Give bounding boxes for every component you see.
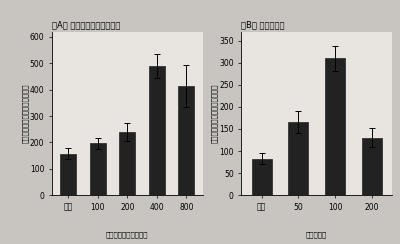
Bar [252, 159, 272, 195]
Y-axis label: 運動活性（カウント／２時間）: 運動活性（カウント／２時間） [22, 84, 28, 143]
Bar [362, 138, 382, 195]
Text: （A） ペパーミント・オイル: （A） ペパーミント・オイル [52, 20, 120, 30]
Bar [90, 143, 106, 195]
Bar [149, 66, 165, 195]
Bar [288, 122, 308, 195]
Text: （B） メントール: （B） メントール [242, 20, 285, 30]
Text: メントール: メントール [306, 231, 327, 238]
Y-axis label: 運動活性（カウント／２時間）: 運動活性（カウント／２時間） [211, 84, 218, 143]
Text: ペパーミント・オイル: ペパーミント・オイル [106, 231, 148, 238]
Bar [178, 86, 194, 195]
Bar [119, 132, 135, 195]
Bar [60, 153, 76, 195]
Bar [325, 58, 345, 195]
